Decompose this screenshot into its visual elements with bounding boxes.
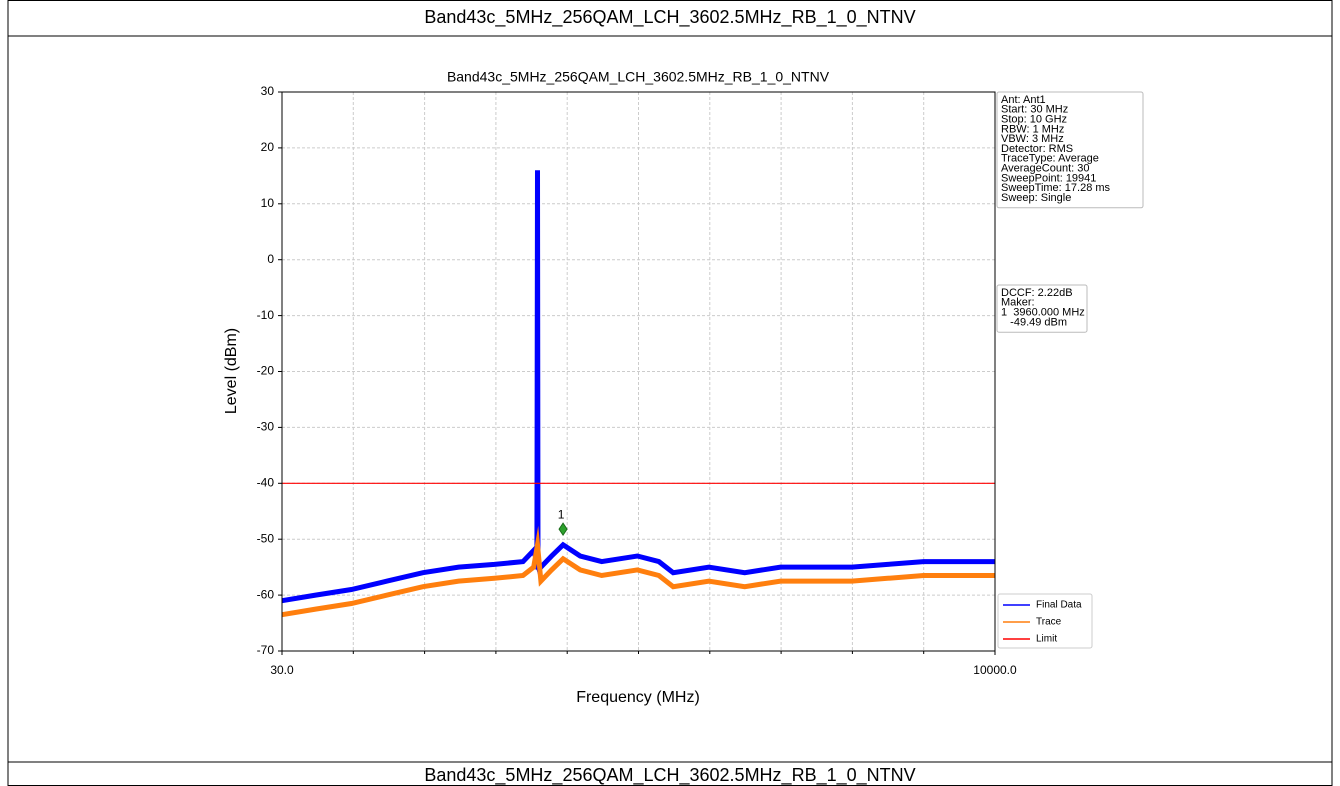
- legend-label: Trace: [1036, 617, 1062, 628]
- info-line: Start: 30 MHz: [1001, 104, 1068, 116]
- marker-label: 1: [558, 507, 565, 521]
- info-line: SweepTime: 17.28 ms: [1001, 182, 1111, 194]
- plot-frame: [281, 91, 996, 652]
- header: Band43c_5MHz_256QAM_LCH_3602.5MHz_RB_1_0…: [424, 7, 915, 28]
- chart-title: Band43c_5MHz_256QAM_LCH_3602.5MHz_RB_1_0…: [447, 69, 830, 85]
- y-tick-label: 10: [261, 196, 275, 210]
- info-line: DCCF: 2.22dB: [1001, 287, 1073, 299]
- legend-box: [997, 593, 1093, 649]
- y-axis-label: Level (dBm): [223, 328, 240, 414]
- info-line: Maker:: [1001, 297, 1035, 309]
- info-line: AverageCount: 30: [1001, 163, 1089, 175]
- footer: Band43c_5MHz_256QAM_LCH_3602.5MHz_RB_1_0…: [424, 765, 915, 786]
- series-line: [281, 170, 995, 604]
- y-tick-label: -30: [257, 420, 275, 434]
- y-tick-label: -70: [257, 643, 275, 657]
- y-tick-label: -40: [257, 475, 275, 489]
- info-line: 1 3960.000 MHz: [1001, 307, 1085, 319]
- info-line: -49.49 dBm: [1001, 316, 1067, 328]
- marker: [558, 522, 568, 537]
- x-axis-label: Frequency (MHz): [576, 689, 700, 706]
- y-tick-label: -50: [257, 531, 275, 545]
- info-line: Ant: Ant1: [1001, 94, 1046, 106]
- legend-label: Final Data: [1036, 600, 1082, 611]
- y-tick-label: -60: [257, 587, 275, 601]
- series-line: [281, 525, 995, 618]
- info-line: Sweep: Single: [1001, 192, 1071, 204]
- info-line: TraceType: Average: [1001, 153, 1099, 165]
- info-line: SweepPoint: 19941: [1001, 172, 1096, 184]
- info-line: Detector: RMS: [1001, 143, 1073, 155]
- y-tick-label: -10: [257, 308, 275, 322]
- info-line: VBW: 3 MHz: [1001, 133, 1064, 145]
- x-tick-label: 10000.0: [973, 663, 1017, 677]
- info-box: [996, 284, 1088, 333]
- y-tick-label: -20: [257, 364, 275, 378]
- info-line: Stop: 10 GHz: [1001, 114, 1067, 126]
- y-tick-label: 0: [267, 252, 274, 266]
- info-line: RBW: 1 MHz: [1001, 123, 1064, 135]
- y-tick-label: 20: [261, 140, 275, 154]
- legend-label: Limit: [1036, 634, 1057, 645]
- info-box: [996, 91, 1144, 209]
- x-tick-label: 30.0: [270, 663, 294, 677]
- y-tick-label: 30: [261, 84, 275, 98]
